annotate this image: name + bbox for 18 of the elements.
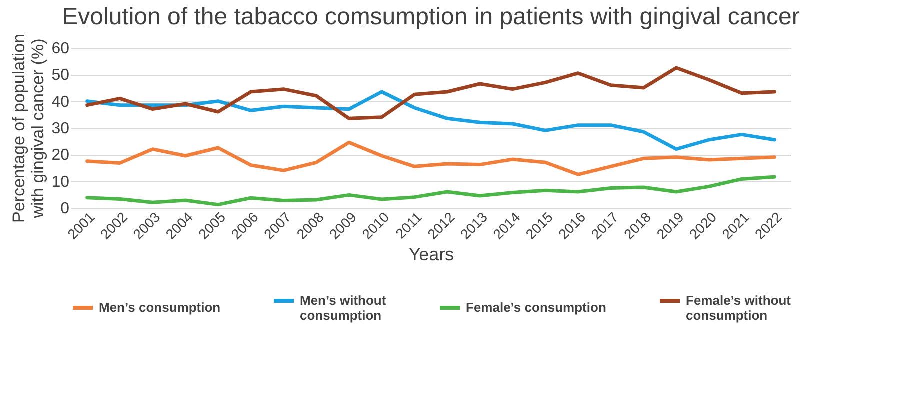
legend-label: Men’s without consumption xyxy=(300,293,387,323)
y-axis-title: Percentage of population with gingival cancer (%) xyxy=(10,34,48,224)
y-tick-label: 10 xyxy=(52,174,70,191)
y-tick-label: 30 xyxy=(52,120,70,138)
line-series xyxy=(86,140,776,176)
y-tick-label: 40 xyxy=(52,94,70,111)
y-tick-label: 60 xyxy=(52,40,70,58)
legend-label: Female’s consumption xyxy=(466,300,606,315)
x-axis-title: Years xyxy=(408,244,454,264)
line-series xyxy=(86,175,776,207)
y-tick-label: 0 xyxy=(60,200,70,218)
y-tick-label: 20 xyxy=(52,147,70,164)
line-series xyxy=(86,66,776,120)
legend-label: Female’s without consumption xyxy=(686,293,792,323)
legend-label: Men’s consumption xyxy=(99,300,221,315)
chart-title: Evolution of the tabacco comsumption in patients with gingival cancer xyxy=(62,3,800,30)
y-tick-label: 50 xyxy=(52,67,70,84)
line-series xyxy=(86,90,776,152)
